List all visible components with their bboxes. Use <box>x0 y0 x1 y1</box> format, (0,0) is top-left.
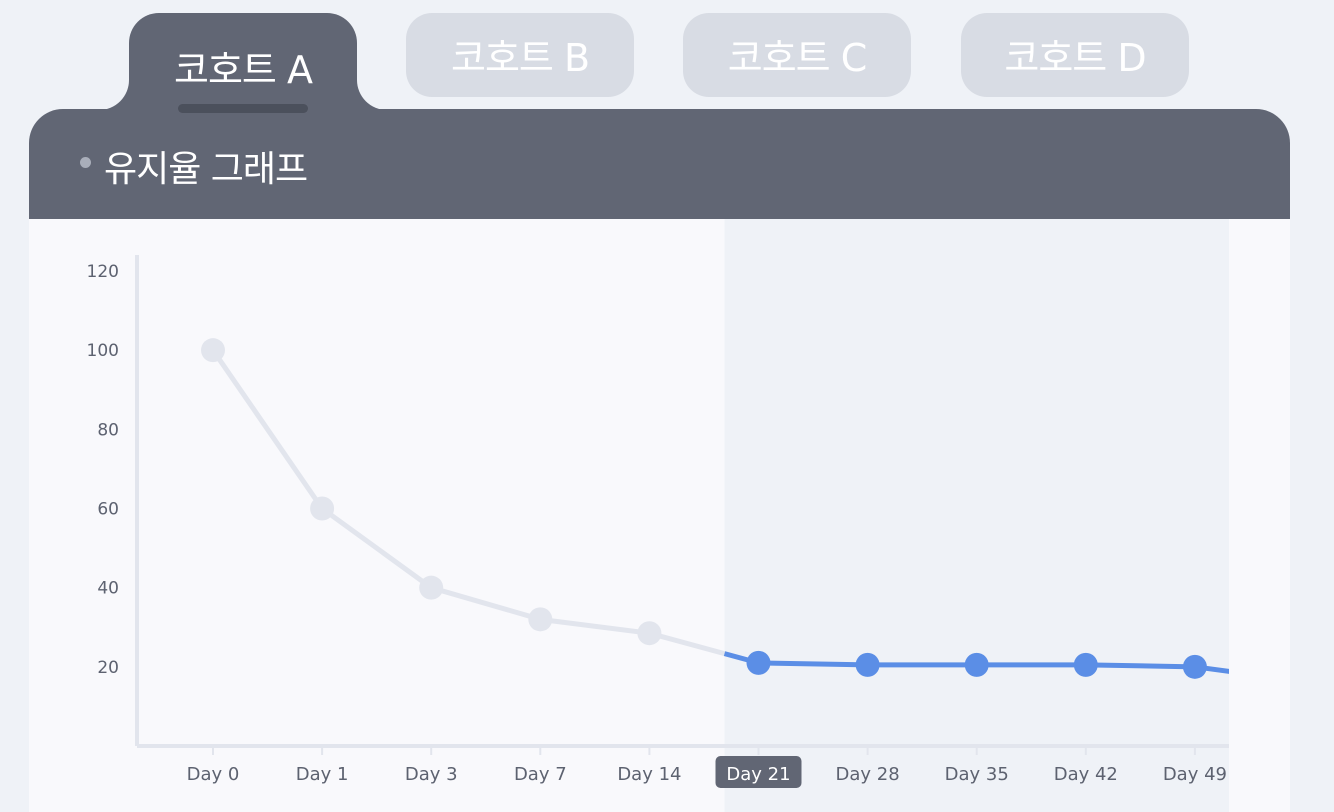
chart-area: 20 40 60 80 100 120 Day 0 Day 1 Day 3 Day 7 Day 14… <box>29 219 1290 812</box>
highlight-band <box>724 219 1229 812</box>
x-tick-label: Day 0 <box>187 764 240 785</box>
x-tick-label: Day 21 <box>726 764 790 785</box>
x-tick-label: Day 7 <box>514 764 567 785</box>
x-tick-label: Day 14 <box>617 764 681 785</box>
selected-x-tick-bg <box>715 756 802 788</box>
data-point <box>746 650 771 675</box>
data-point <box>310 496 335 521</box>
retention-line-chart: 20 40 60 80 100 120 Day 0 Day 1 Day 3 Day 7 Day 14… <box>87 219 1229 812</box>
tab-cohort-d[interactable]: 코호트 D <box>961 13 1189 97</box>
x-tick-label: Day 49 <box>1163 764 1227 785</box>
x-tick-label: Day 28 <box>836 764 900 785</box>
data-point <box>964 652 989 677</box>
y-tick-label: 120 <box>87 262 119 282</box>
x-tick-label: Day 42 <box>1054 764 1118 785</box>
series-line-muted <box>210 348 726 657</box>
panel-title: 유지율 그래프 <box>104 149 308 190</box>
y-tick-label: 80 <box>97 420 119 440</box>
data-point <box>419 575 444 600</box>
chart-panel-header <box>29 109 1290 219</box>
active-tab-indicator <box>178 104 308 113</box>
series-group <box>201 338 1229 679</box>
bullet-icon <box>80 157 91 168</box>
data-point <box>855 652 880 677</box>
tab-cohort-b-label: 코호트 B <box>450 35 590 80</box>
y-tick-label: 100 <box>87 341 119 361</box>
tab-cohort-c[interactable]: 코호트 C <box>683 13 911 97</box>
data-point <box>1182 654 1207 679</box>
data-point <box>637 621 662 646</box>
x-tick-label: Day 1 <box>296 764 349 785</box>
tab-cohort-c-label: 코호트 C <box>727 35 867 80</box>
y-tick-label: 60 <box>97 500 119 520</box>
data-point <box>1073 652 1098 677</box>
x-tick-label: Day 3 <box>405 764 458 785</box>
tab-cohort-b[interactable]: 코호트 B <box>406 13 634 97</box>
tab-cohort-a-label: 코호트 A <box>174 48 313 92</box>
data-point <box>528 607 553 632</box>
tab-cohort-d-label: 코호트 D <box>1004 35 1146 80</box>
data-point <box>201 338 225 363</box>
x-tick-label: Day 35 <box>945 764 1009 785</box>
y-tick-label: 40 <box>97 579 119 599</box>
y-tick-label: 20 <box>97 658 119 678</box>
